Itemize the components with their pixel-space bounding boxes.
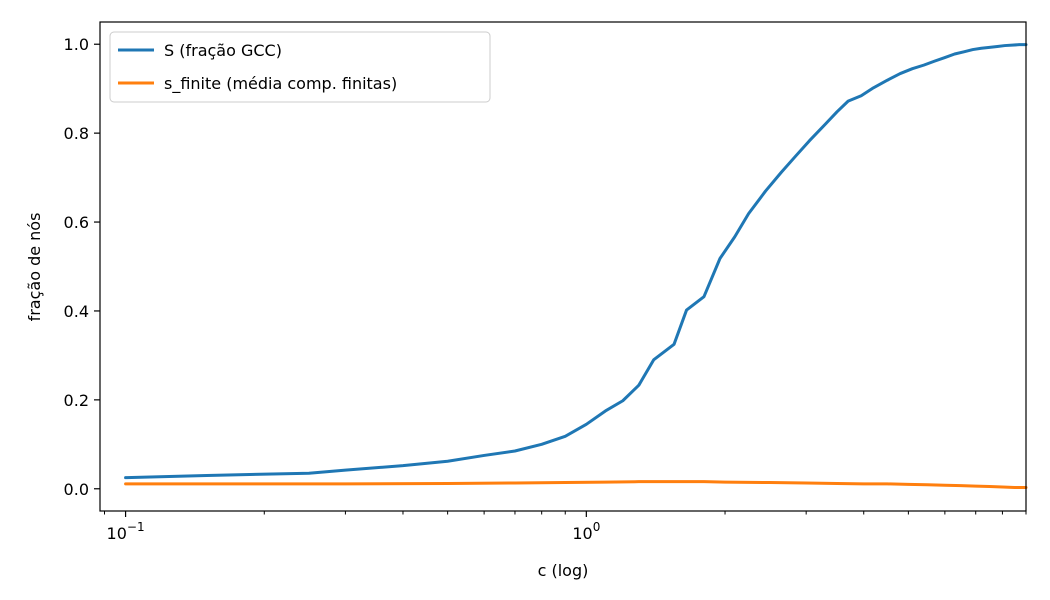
y-tick-label-5: 1.0 (64, 35, 89, 54)
series-line-1 (124, 480, 1028, 489)
legend-box (109, 31, 491, 103)
x-axis-label: c (log) (538, 561, 589, 580)
series-layer (124, 43, 1028, 489)
plot-background (100, 22, 1026, 511)
y-axis-label: fração de nós (25, 213, 44, 322)
y-tick-label-0: 0.0 (64, 480, 89, 499)
y-tick-label-4: 0.8 (64, 124, 89, 143)
legend-label-s-gcc: S (fração GCC) (164, 41, 282, 60)
y-tick-label-2: 0.4 (64, 302, 89, 321)
legend-label-s-finite: s_finite (média comp. finitas) (164, 74, 397, 94)
x-tick-label-1: 100 (572, 520, 600, 543)
x-tick-label-0: 10−1 (107, 520, 145, 543)
y-tick-label-3: 0.6 (64, 213, 89, 232)
plot-frame (99, 21, 1027, 512)
legend: S (fração GCC) s_finite (média comp. fin… (109, 31, 491, 103)
y-axis-ticks: 0.0 0.2 0.4 0.6 0.8 1.0 (64, 35, 100, 499)
x-axis-ticks: 10−1 100 (103, 511, 1027, 543)
y-tick-label-1: 0.2 (64, 391, 89, 410)
series-line-0 (124, 43, 1028, 480)
